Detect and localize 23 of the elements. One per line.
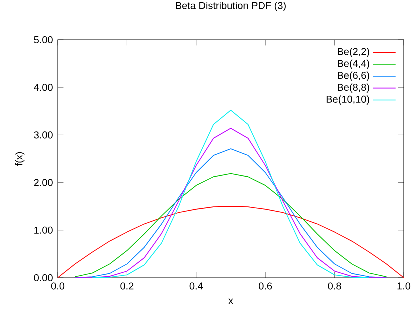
legend-label: Be(6,6) [338,72,370,82]
legend-label: Be(8,8) [338,84,370,94]
x-tick-label: 0.6 [259,282,272,290]
y-tick-label: 0.00 [34,274,53,282]
y-tick-label: 2.00 [34,179,53,186]
legend-label: Be(2,2) [338,48,370,58]
x-axis-title: x [228,298,234,304]
chart-title: Beta Distribution PDF (3) [176,2,286,12]
y-tick-label: 1.00 [34,226,53,234]
y-tick-label: 4.00 [34,84,53,92]
line-series [58,206,404,278]
x-tick-label: 0.0 [51,282,65,290]
x-tick-label: 0.2 [120,282,134,290]
line-series [74,173,388,278]
y-tick-label: 5.00 [34,36,53,44]
x-tick-label: 0.8 [328,282,342,290]
legend-label: Be(10,10) [326,96,370,105]
x-tick-label: 0.4 [190,282,204,290]
y-axis-title: f(x) [15,152,25,166]
legend-label: Be(4,4) [338,60,370,70]
x-tick-label: 1.0 [398,282,411,290]
line-series [92,110,370,278]
y-tick-label: 3.00 [34,132,53,139]
